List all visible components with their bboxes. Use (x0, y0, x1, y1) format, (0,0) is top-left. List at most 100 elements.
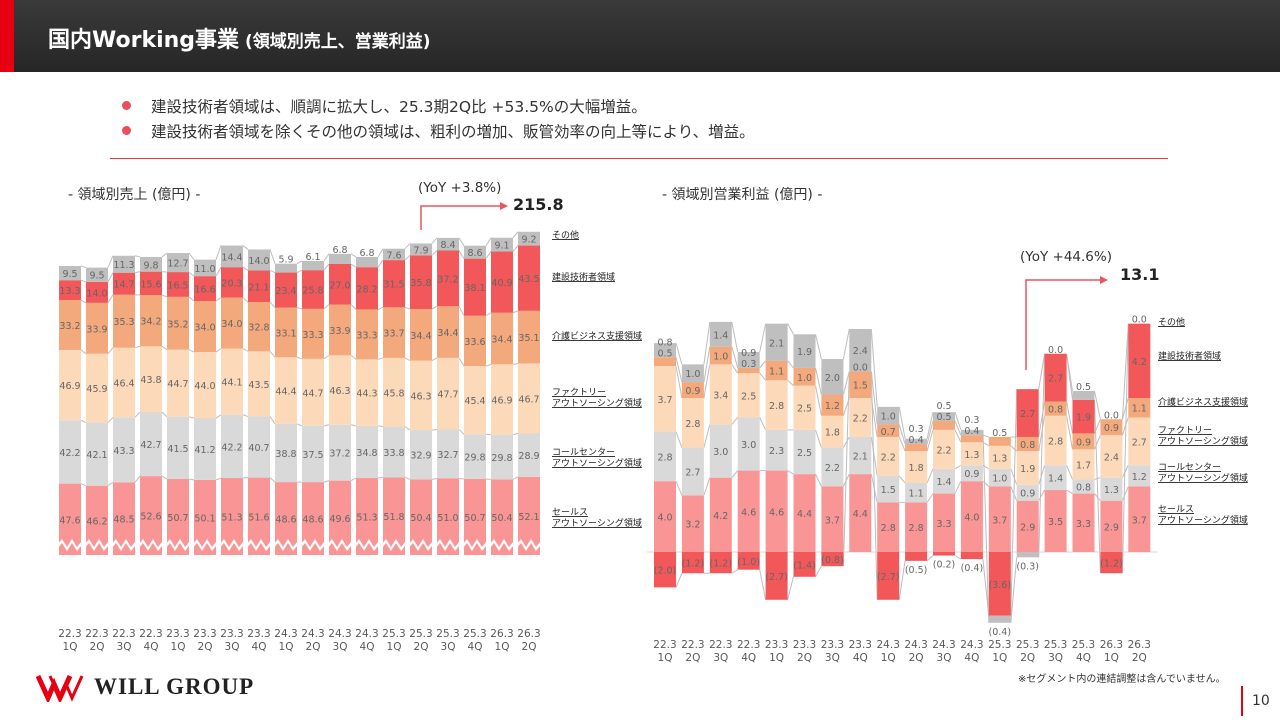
bar-segment-construction (1100, 552, 1123, 574)
bar-segment-other (877, 406, 900, 425)
x-tick-label: 3Q (713, 652, 728, 664)
x-tick-label: 1Q (387, 641, 402, 653)
bar-segment-factory (437, 357, 459, 430)
connector-line (188, 252, 195, 260)
connector-line (675, 481, 683, 496)
bar-segment-care (905, 444, 928, 452)
data-label-care: 33.1 (275, 328, 296, 339)
profit-chart-title: - 領域別営業利益 (億円) - (662, 187, 823, 203)
connector-line (926, 420, 934, 445)
bar-segment-factory (140, 346, 162, 413)
connector-line (731, 346, 739, 369)
data-label-construction: (1.0) (737, 557, 760, 568)
x-tick-label: 1Q (658, 652, 673, 664)
x-tick-label: 2Q (522, 641, 537, 653)
bar-segment-care (960, 435, 983, 443)
bar-segment-factory (905, 451, 928, 483)
bar-segment-factory (302, 358, 324, 426)
connector-line (242, 245, 249, 250)
bar-segment-construction (275, 272, 297, 308)
bar-segment-construction (905, 552, 928, 561)
data-label-sales: 3.7 (992, 515, 1007, 526)
bar-segment-factory (737, 373, 760, 418)
data-label-call: 0.9 (964, 469, 979, 480)
bar-segment-call (681, 447, 704, 496)
connector-line (815, 429, 822, 448)
data-label-factory: 2.8 (1048, 436, 1063, 447)
axis-break-mark (166, 539, 189, 551)
connector-line (675, 366, 683, 399)
data-label-other: 0.9 (741, 348, 756, 359)
bar-segment-call (113, 417, 135, 483)
bar-segment-call (654, 431, 676, 482)
bar-segment-call (988, 468, 1011, 487)
bar-segment-care (113, 294, 135, 348)
x-tick-label: 1Q (63, 641, 78, 653)
data-label-sales: 50.4 (491, 513, 512, 524)
data-label-construction: 21.1 (248, 282, 269, 293)
data-label-care: 1.1 (769, 367, 784, 378)
bar-segment-construction (821, 552, 844, 567)
connector-line (458, 306, 465, 316)
bar-segment-construction (194, 276, 216, 302)
data-label-other: 1.0 (685, 369, 700, 380)
connector-line (787, 360, 794, 369)
data-label-care: 0.4 (909, 435, 924, 446)
connector-line (842, 436, 850, 448)
bar-segment-construction (59, 280, 81, 301)
x-tick-label: 26.3 (490, 628, 513, 640)
data-label-call: 2.7 (685, 467, 700, 478)
data-label-care: 1.5 (853, 381, 868, 392)
data-label-call: 42.7 (140, 440, 161, 451)
connector-line (188, 271, 195, 277)
connector-line (431, 250, 438, 256)
bar-segment-call (464, 434, 486, 479)
bar-segment-sales (329, 480, 351, 555)
bar-segment-call (86, 422, 108, 486)
bar-segment-sales (765, 470, 788, 552)
data-label-other: 0.3 (964, 415, 979, 426)
bar-segment-construction (988, 552, 1011, 616)
x-tick-label: 23.3 (166, 628, 189, 640)
bar-segment-other (275, 263, 297, 273)
data-label-construction: 15.6 (140, 279, 161, 290)
data-label-other: 6.1 (305, 252, 320, 263)
connector-line (404, 254, 411, 261)
data-label-care: 0.7 (881, 427, 896, 438)
legend-call: コールセンター (552, 447, 615, 458)
bar-segment-call (518, 433, 540, 477)
data-label-care: 0.5 (936, 412, 951, 423)
data-label-factory: 46.4 (113, 379, 134, 390)
data-label-sales: 4.6 (769, 507, 784, 518)
legend-call: コールセンター (1158, 462, 1221, 473)
connector-line (215, 477, 222, 481)
connector-line (703, 346, 711, 383)
bar-segment-call (437, 429, 459, 479)
connector-line (512, 245, 519, 252)
connector-line (242, 414, 249, 418)
x-tick-label: 4Q (853, 652, 868, 664)
connector-line (703, 424, 711, 448)
data-label-other: 7.9 (413, 245, 428, 256)
bar-segment-factory (59, 349, 81, 421)
data-label-sales: 51.0 (437, 513, 458, 524)
connector-line (107, 416, 114, 423)
data-label-sales: 2.9 (1020, 522, 1035, 533)
connector-line (1010, 445, 1018, 452)
x-tick-label: 4Q (144, 641, 159, 653)
data-label-construction: 38.1 (464, 283, 485, 294)
data-label-other: 9.2 (521, 235, 536, 246)
bar-segment-construction (765, 552, 788, 600)
bar-segment-sales (383, 477, 405, 555)
bar-segment-factory (1016, 451, 1039, 485)
bar-segment-factory (1072, 449, 1095, 480)
connector-line (431, 237, 438, 244)
bar-segment-other (821, 359, 844, 395)
bar-segment-sales (877, 502, 900, 552)
data-label-care: 34.2 (140, 317, 161, 328)
connector-line (80, 419, 87, 424)
x-tick-label: 2Q (90, 641, 105, 653)
connector-line (759, 372, 766, 381)
connector-line (350, 304, 357, 310)
data-label-factory: 44.3 (356, 389, 377, 400)
